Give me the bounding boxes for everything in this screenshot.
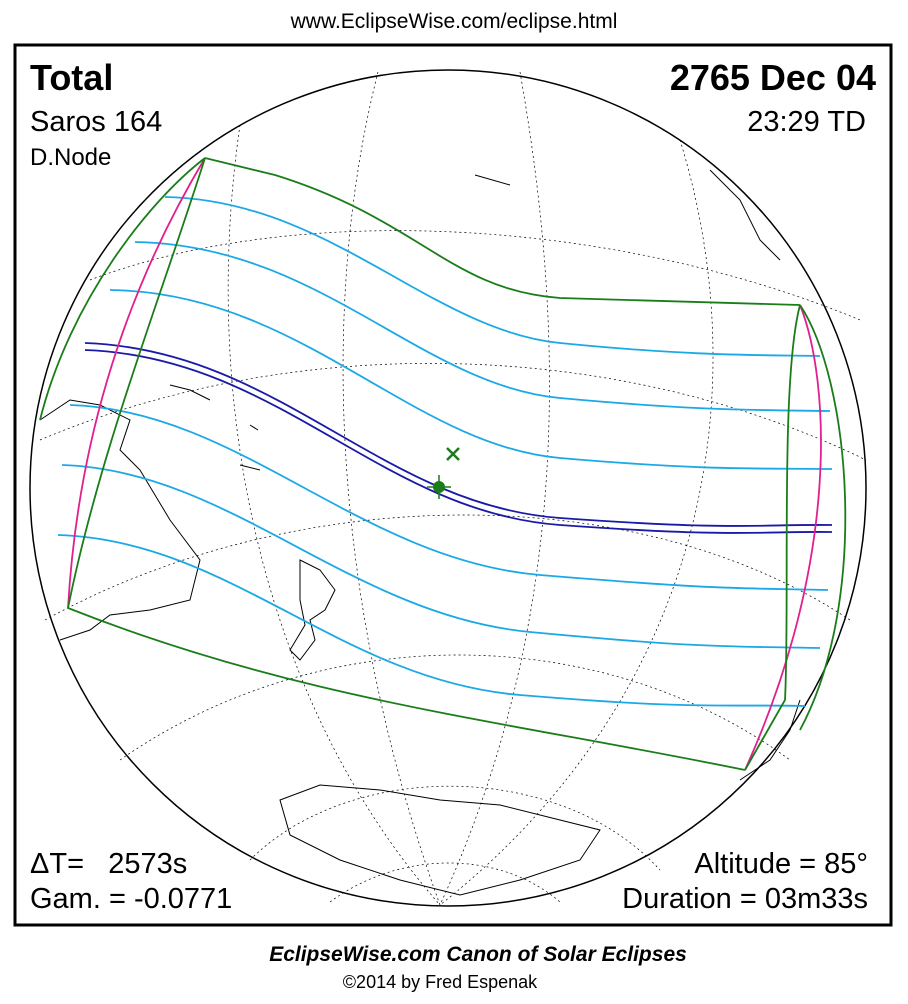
gamma: Gam. = -0.0771 [30, 883, 232, 915]
footer-credit: ©2014 by Fred Espenak [343, 972, 538, 992]
eclipse-type: Total [30, 57, 113, 98]
frame [13, 43, 893, 927]
saros: Saros 164 [30, 106, 162, 138]
globe [29, 69, 867, 907]
eclipse-date: 2765 Dec 04 [670, 57, 876, 98]
delta-t: ΔT= 2573s [30, 848, 187, 880]
duration: Duration = 03m33s [622, 883, 868, 915]
altitude: Altitude = 85° [694, 848, 868, 880]
header-url: www.EclipseWise.com/eclipse.html [290, 10, 618, 33]
footer-title: EclipseWise.com Canon of Solar Eclipses [269, 943, 687, 966]
node: D.Node [30, 144, 111, 171]
time: 23:29 TD [747, 106, 866, 138]
